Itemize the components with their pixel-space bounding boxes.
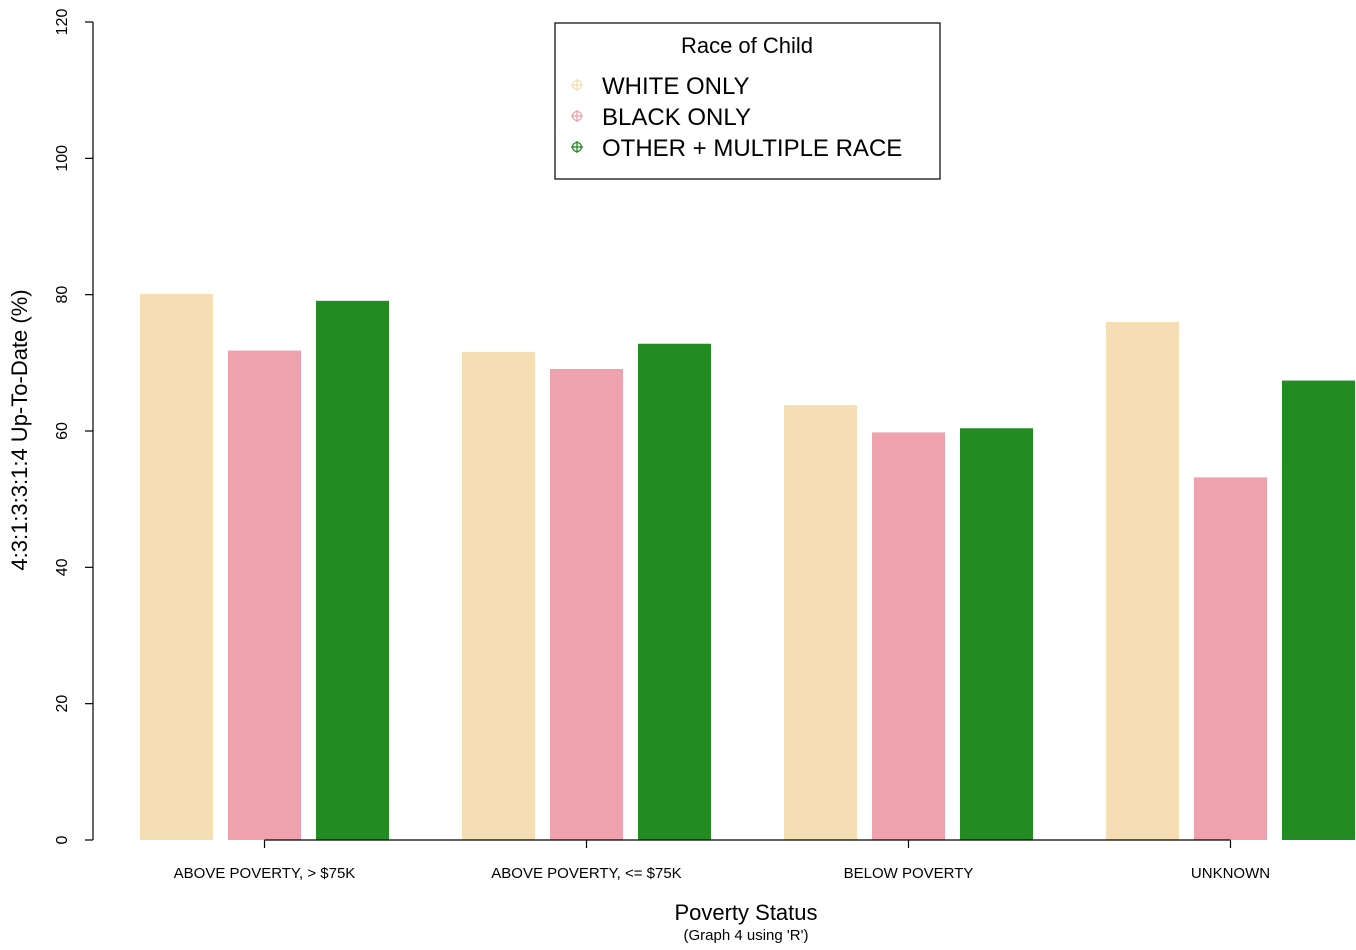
legend-item: BLACK ONLY bbox=[571, 104, 751, 131]
chart-subtitle: (Graph 4 using 'R') bbox=[684, 927, 809, 944]
y-tick-label: 60 bbox=[54, 422, 71, 440]
bar-other-multiple-race-2 bbox=[638, 343, 711, 840]
bar-white-only-1 bbox=[140, 293, 213, 840]
bar-black-only-3 bbox=[872, 432, 945, 840]
legend-label: BLACK ONLY bbox=[602, 104, 751, 131]
bar-other-multiple-race-1 bbox=[316, 300, 389, 841]
legend: Race of Child WHITE ONLY BLACK ONLY OTHER … bbox=[554, 22, 941, 180]
y-tick-label: 80 bbox=[54, 286, 71, 304]
legend-item: WHITE ONLY bbox=[571, 73, 750, 100]
legend-title: Race of Child bbox=[681, 33, 813, 58]
bar-other-multiple-race-4 bbox=[1282, 380, 1355, 840]
x-axis-title: Poverty Status bbox=[674, 900, 817, 925]
legend-item: OTHER + MULTIPLE RACE bbox=[571, 135, 902, 162]
y-tick-label: 120 bbox=[54, 9, 71, 36]
x-tick-label: ABOVE POVERTY, > $75K bbox=[174, 865, 356, 882]
y-tick-label: 0 bbox=[54, 835, 71, 844]
y-tick-label: 20 bbox=[54, 695, 71, 713]
legend-box bbox=[554, 22, 941, 180]
x-tick-label: ABOVE POVERTY, <= $75K bbox=[491, 865, 681, 882]
legend-items: WHITE ONLY BLACK ONLY OTHER + MULTIPLE RAC… bbox=[571, 73, 902, 162]
y-axis-ticks: 0 20 40 60 80 100 120 bbox=[54, 9, 93, 844]
legend-label: OTHER + MULTIPLE RACE bbox=[602, 135, 902, 162]
x-axis-ticks: ABOVE POVERTY, > $75K ABOVE POVERTY, <= $… bbox=[174, 840, 1270, 882]
bar-white-only-3 bbox=[784, 405, 857, 840]
y-tick-label: 40 bbox=[54, 558, 71, 576]
x-tick-label: UNKNOWN bbox=[1191, 865, 1270, 882]
bars-group bbox=[140, 293, 1355, 841]
x-tick-label: BELOW POVERTY bbox=[844, 865, 974, 882]
bar-white-only-2 bbox=[462, 351, 535, 840]
y-tick-label: 100 bbox=[54, 145, 71, 172]
bar-other-multiple-race-3 bbox=[960, 428, 1033, 840]
bar-white-only-4 bbox=[1106, 321, 1179, 840]
bar-black-only-4 bbox=[1194, 477, 1267, 840]
y-axis-title: 4:3:1:3:3:1:4 Up-To-Date (%) bbox=[7, 289, 32, 570]
bar-black-only-2 bbox=[550, 368, 623, 840]
bar-black-only-1 bbox=[228, 350, 301, 840]
legend-label: WHITE ONLY bbox=[602, 73, 750, 100]
